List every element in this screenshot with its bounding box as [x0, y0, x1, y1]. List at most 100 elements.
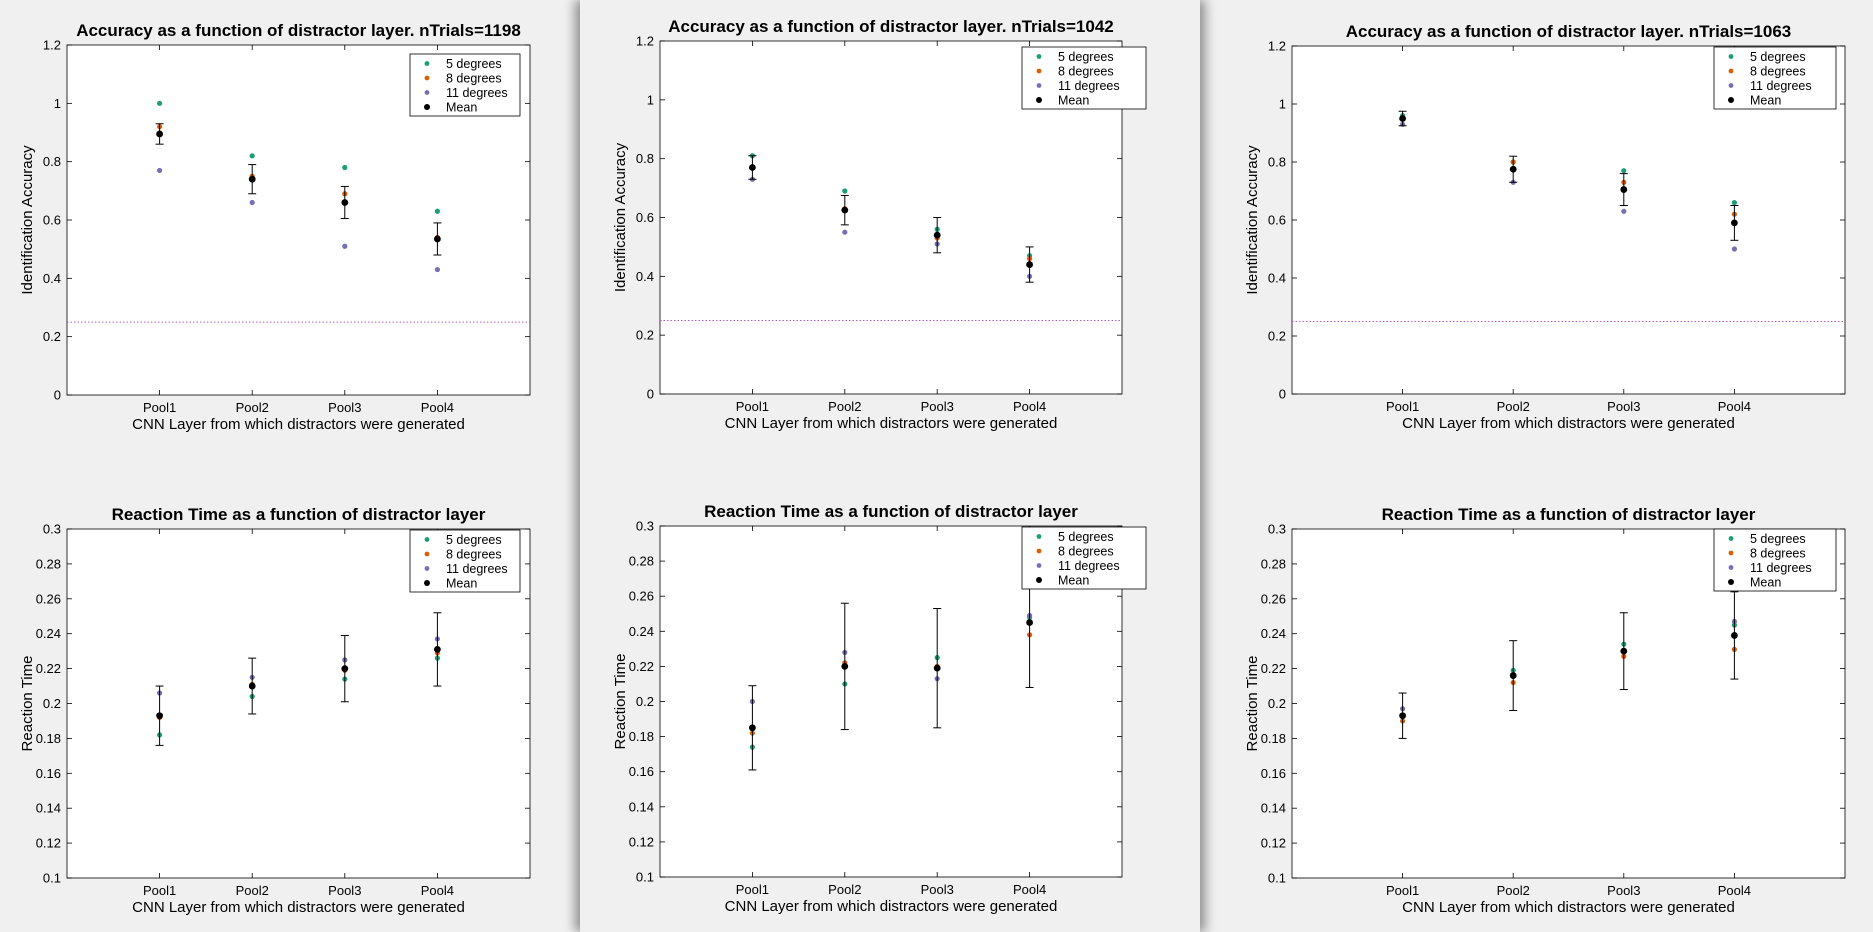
legend-marker	[424, 104, 430, 110]
data-point-11-degrees	[342, 243, 348, 249]
data-point-11-degrees	[1731, 246, 1737, 252]
y-tick-label: 0.4	[636, 269, 654, 284]
data-point-mean	[749, 164, 756, 171]
data-point-mean	[341, 199, 349, 206]
chart-title: Reaction Time as a function of distracto…	[112, 505, 486, 524]
legend-entry: Mean	[1058, 94, 1089, 108]
y-tick-label: 1.2	[43, 38, 61, 53]
data-point-mean	[434, 235, 441, 243]
y-tick-label: 0.8	[636, 151, 654, 166]
y-tick-label: 1.2	[1268, 39, 1286, 54]
legend-entry: 8 degrees	[1058, 65, 1114, 79]
legend-entry: 11 degrees	[1750, 79, 1812, 93]
legend-marker	[1036, 83, 1042, 88]
legend-marker	[1036, 548, 1042, 554]
x-tick-label: Pool3	[921, 399, 954, 414]
data-point-mean	[1620, 186, 1628, 193]
chart-title: Accuracy as a function of distractor lay…	[1346, 22, 1792, 41]
data-point-mean	[1509, 672, 1517, 679]
legend-marker	[1036, 563, 1042, 568]
legend-entry: Mean	[1750, 94, 1781, 108]
y-tick-label: 0.6	[1268, 213, 1286, 228]
legend-marker	[1728, 97, 1734, 103]
x-tick-label: Pool1	[1386, 399, 1419, 414]
legend-entry: 11 degrees	[1750, 561, 1812, 575]
y-tick-label: 0.14	[36, 801, 61, 816]
y-tick-label: 0.6	[636, 210, 654, 225]
x-tick-label: Pool4	[421, 883, 454, 898]
accuracy-chart-2: Accuracy as a function of distractor lay…	[612, 17, 1147, 432]
x-tick-label: Pool2	[1497, 883, 1530, 898]
legend-entry: 8 degrees	[1750, 65, 1806, 79]
legend-entry: 11 degrees	[446, 562, 508, 576]
x-axis-label: CNN Layer from which distractors were ge…	[132, 416, 465, 433]
data-point-mean	[156, 712, 164, 720]
legend-entry: 5 degrees	[1058, 530, 1114, 544]
x-tick-label: Pool2	[828, 399, 861, 414]
legend-entry: 5 degrees	[1058, 50, 1114, 64]
y-tick-label: 0.28	[36, 556, 61, 571]
data-point-mean	[434, 646, 441, 653]
x-tick-label: Pool4	[1013, 882, 1046, 897]
data-point-mean	[1620, 647, 1628, 655]
y-tick-label: 1	[647, 92, 654, 107]
data-point-mean	[933, 231, 941, 239]
y-tick-label: 0.28	[1261, 556, 1286, 571]
x-axis-label: CNN Layer from which distractors were ge…	[725, 898, 1058, 915]
accuracy-chart-1: Accuracy as a function of distractor lay…	[19, 21, 531, 433]
y-tick-label: 0.28	[629, 554, 654, 569]
y-tick-label: 0.22	[629, 659, 654, 674]
y-tick-label: 1	[54, 96, 61, 111]
y-tick-label: 0.1	[1268, 871, 1286, 886]
chart-title: Reaction Time as a function of distracto…	[704, 502, 1078, 521]
data-point-mean	[1026, 261, 1033, 268]
data-point-mean	[1731, 632, 1738, 639]
x-tick-label: Pool1	[736, 399, 769, 414]
legend-entry: Mean	[446, 101, 477, 115]
legend-entry: 8 degrees	[446, 72, 502, 86]
legend-marker	[1728, 579, 1734, 585]
x-tick-label: Pool3	[328, 883, 361, 898]
data-point-5-degrees	[1731, 200, 1737, 206]
figure-panel-left: Accuracy as a function of distractor lay…	[0, 0, 580, 932]
accuracy-chart-3: Accuracy as a function of distractor lay…	[1244, 22, 1846, 432]
legend-entry: 11 degrees	[1058, 559, 1120, 573]
x-axis-label: CNN Layer from which distractors were ge…	[725, 415, 1058, 432]
y-tick-label: 0.26	[1261, 591, 1286, 606]
y-tick-label: 0	[1279, 387, 1286, 402]
y-axis-label: Reaction Time	[19, 656, 36, 752]
data-point-11-degrees	[157, 167, 163, 174]
x-tick-label: Pool1	[736, 882, 769, 897]
y-tick-label: 0.8	[1268, 155, 1286, 170]
data-point-5-degrees	[434, 208, 440, 214]
y-tick-label: 0.4	[1268, 271, 1286, 286]
y-tick-label: 0.2	[43, 696, 61, 711]
y-tick-label: 0.12	[1261, 836, 1286, 851]
y-tick-label: 0.24	[36, 626, 61, 641]
legend-marker	[424, 580, 430, 586]
legend-marker	[424, 537, 430, 542]
y-axis-label: Reaction Time	[1244, 656, 1261, 752]
x-tick-label: Pool2	[236, 400, 269, 415]
x-tick-label: Pool2	[828, 882, 861, 897]
data-point-mean	[156, 130, 164, 138]
legend-box	[1713, 46, 1837, 110]
y-tick-label: 1	[1279, 97, 1286, 112]
legend-entry: Mean	[1750, 576, 1781, 590]
legend-marker	[424, 566, 430, 571]
y-tick-label: 0.24	[1261, 626, 1286, 641]
data-point-mean	[248, 175, 256, 183]
x-tick-label: Pool3	[1607, 399, 1640, 414]
legend-marker	[424, 61, 430, 66]
data-point-mean	[841, 206, 849, 214]
legend-entry: 5 degrees	[446, 533, 502, 547]
data-point-5-degrees	[1621, 168, 1627, 174]
legend-marker	[1036, 577, 1042, 583]
figure-panel-right: Accuracy as a function of distractor lay…	[1200, 0, 1873, 932]
y-axis-label: Identification Accuracy	[1244, 145, 1261, 295]
y-tick-label: 0.18	[629, 729, 654, 744]
y-tick-label: 0.2	[1268, 329, 1286, 344]
y-tick-label: 0.26	[36, 591, 61, 606]
